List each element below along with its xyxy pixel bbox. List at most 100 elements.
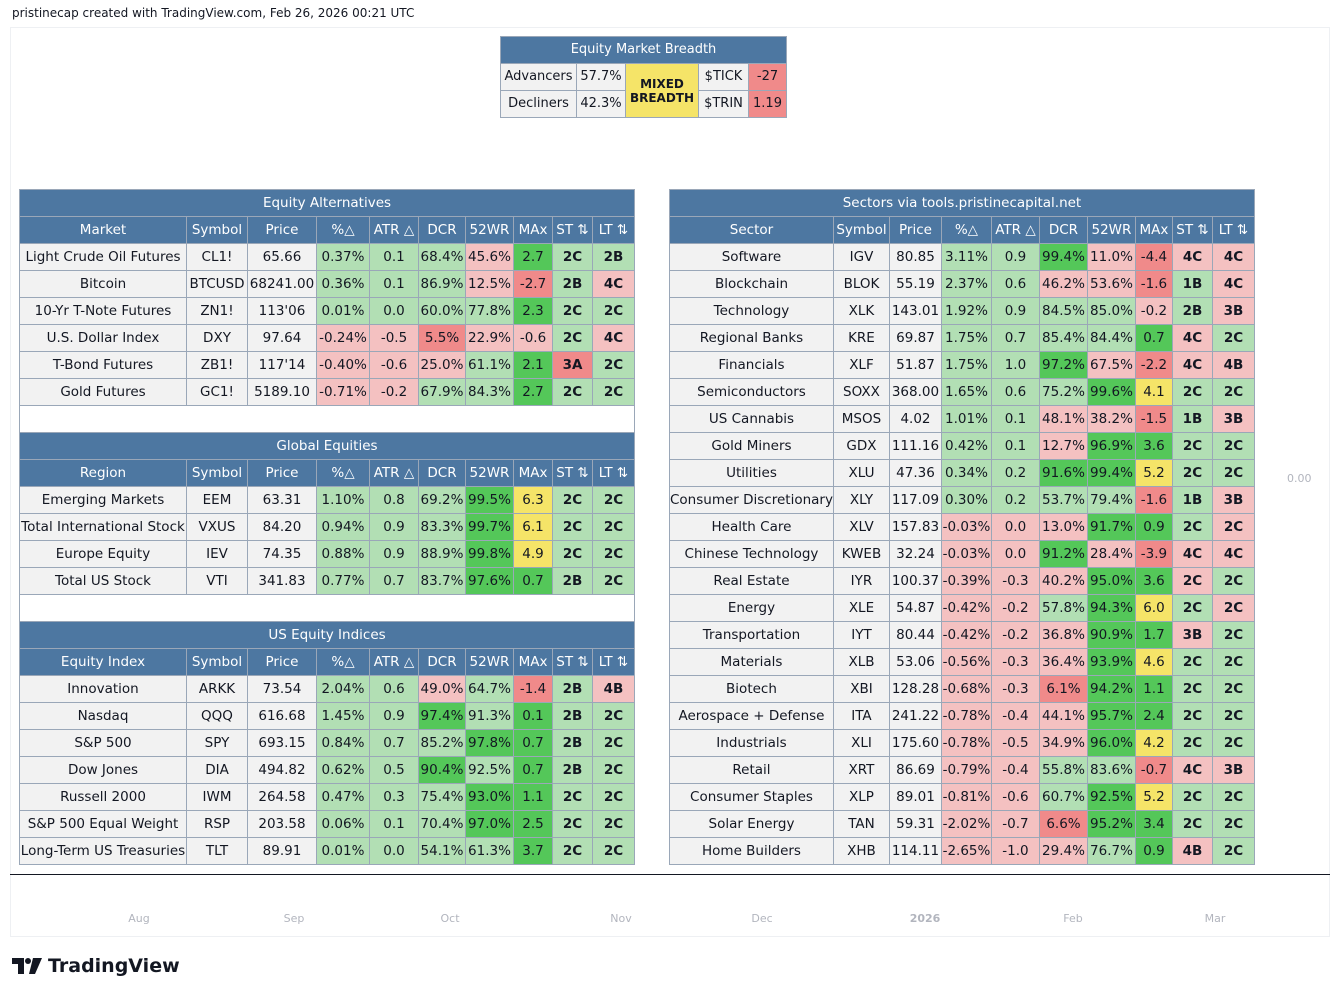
cell-st: 2C bbox=[1171, 567, 1213, 595]
cell-price: 368.00 bbox=[888, 378, 942, 406]
cell-max: 3.6 bbox=[1134, 432, 1173, 460]
column-header-atr[interactable]: ATR △ bbox=[369, 459, 419, 487]
column-header-col3[interactable]: %△ bbox=[316, 216, 370, 244]
column-header-price[interactable]: Price bbox=[247, 459, 317, 487]
column-header-price[interactable]: Price bbox=[247, 216, 317, 244]
column-header-lt[interactable]: LT ⇅ bbox=[592, 216, 635, 244]
time-axis-label: Dec bbox=[751, 912, 773, 925]
column-header-max[interactable]: MAx bbox=[1134, 216, 1173, 244]
cell-atr: -0.2 bbox=[990, 621, 1040, 649]
cell-col3: 1.01% bbox=[940, 405, 992, 433]
cell-st: 4C bbox=[1171, 351, 1213, 379]
column-header-symbol[interactable]: Symbol bbox=[186, 216, 248, 244]
cell-price: 341.83 bbox=[247, 567, 317, 595]
column-header-dcr[interactable]: DCR bbox=[418, 216, 466, 244]
column-header-symbol[interactable]: Symbol bbox=[186, 648, 248, 676]
cell-st: 2C bbox=[552, 243, 593, 271]
cell-max: 0.7 bbox=[1134, 324, 1173, 352]
column-header-dcr[interactable]: DCR bbox=[1038, 216, 1088, 244]
column-header-st[interactable]: ST ⇅ bbox=[552, 216, 593, 244]
cell-lt: 2C bbox=[1211, 459, 1255, 487]
column-header-52wr[interactable]: 52WR bbox=[465, 216, 514, 244]
column-header-atr[interactable]: ATR △ bbox=[369, 216, 419, 244]
column-header-max[interactable]: MAx bbox=[513, 459, 553, 487]
column-header-price[interactable]: Price bbox=[888, 216, 942, 244]
column-header-atr[interactable]: ATR △ bbox=[990, 216, 1040, 244]
cell-st: 1B bbox=[1171, 405, 1213, 433]
chart-pane[interactable] bbox=[10, 27, 1330, 937]
cell-equity-index: Russell 2000 bbox=[19, 783, 187, 811]
cell-atr: 0.2 bbox=[990, 459, 1040, 487]
cell-symbol: SPY bbox=[186, 729, 248, 757]
column-header-symbol[interactable]: Symbol bbox=[186, 459, 248, 487]
cell-price: 69.87 bbox=[888, 324, 942, 352]
column-header-max[interactable]: MAx bbox=[513, 216, 553, 244]
cell-price: 80.44 bbox=[888, 621, 942, 649]
cell-st: 2C bbox=[552, 540, 593, 568]
cell-max: 2.4 bbox=[1134, 702, 1173, 730]
column-header-dcr[interactable]: DCR bbox=[418, 648, 466, 676]
cell-col3: -0.40% bbox=[316, 351, 370, 379]
table-row: Materials XLB 53.06 -0.56% -0.3 36.4% 93.9% 4.6… bbox=[669, 648, 1255, 676]
column-header-market[interactable]: Market bbox=[19, 216, 187, 244]
cell-52wr: 93.9% bbox=[1086, 648, 1136, 676]
cell-lt: 2C bbox=[592, 837, 635, 865]
column-header-dcr[interactable]: DCR bbox=[418, 459, 466, 487]
cell-st: 2C bbox=[1171, 594, 1213, 622]
cell-symbol: IWM bbox=[186, 783, 248, 811]
table-row: Financials XLF 51.87 1.75% 1.0 97.2% 67.5% -2.2… bbox=[669, 351, 1255, 379]
cell-lt: 2C bbox=[592, 810, 635, 838]
cell-symbol: ZB1! bbox=[186, 351, 248, 379]
column-header-max[interactable]: MAx bbox=[513, 648, 553, 676]
table-row: Gold Futures GC1! 5189.10 -0.71% -0.2 67.9% 84… bbox=[19, 378, 635, 406]
cell-col3: -0.42% bbox=[940, 594, 992, 622]
cell-52wr: 67.5% bbox=[1086, 351, 1136, 379]
cell-52wr: 77.8% bbox=[465, 297, 514, 325]
column-header-col3[interactable]: %△ bbox=[940, 216, 992, 244]
column-header-st[interactable]: ST ⇅ bbox=[1171, 216, 1213, 244]
cell-atr: -0.2 bbox=[369, 378, 419, 406]
column-header-52wr[interactable]: 52WR bbox=[465, 648, 514, 676]
cell-region: Europe Equity bbox=[19, 540, 187, 568]
cell-st: 2C bbox=[552, 837, 593, 865]
column-header-lt[interactable]: LT ⇅ bbox=[592, 648, 635, 676]
column-header-52wr[interactable]: 52WR bbox=[1086, 216, 1136, 244]
cell-atr: 0.1 bbox=[990, 405, 1040, 433]
time-axis: Aug Sep Oct Nov Dec 2026 Feb Mar bbox=[0, 912, 1340, 932]
column-header-st[interactable]: ST ⇅ bbox=[552, 648, 593, 676]
column-header-col3[interactable]: %△ bbox=[316, 648, 370, 676]
cell-max: 0.9 bbox=[1134, 837, 1173, 865]
cell-52wr: 28.4% bbox=[1086, 540, 1136, 568]
column-header-symbol[interactable]: Symbol bbox=[832, 216, 890, 244]
cell-52wr: 38.2% bbox=[1086, 405, 1136, 433]
column-header-region[interactable]: Region bbox=[19, 459, 187, 487]
cell-52wr: 84.4% bbox=[1086, 324, 1136, 352]
cell-lt: 2C bbox=[1211, 324, 1255, 352]
cell-52wr: 11.0% bbox=[1086, 243, 1136, 271]
column-header-lt[interactable]: LT ⇅ bbox=[592, 459, 635, 487]
column-header-price[interactable]: Price bbox=[247, 648, 317, 676]
cell-atr: 0.1 bbox=[990, 432, 1040, 460]
column-header-equity-index[interactable]: Equity Index bbox=[19, 648, 187, 676]
column-header-lt[interactable]: LT ⇅ bbox=[1211, 216, 1255, 244]
cell-col3: -0.39% bbox=[940, 567, 992, 595]
cell-52wr: 61.3% bbox=[465, 837, 514, 865]
column-header-atr[interactable]: ATR △ bbox=[369, 648, 419, 676]
cell-market: Light Crude Oil Futures bbox=[19, 243, 187, 271]
cell-dcr: 91.6% bbox=[1038, 459, 1088, 487]
table-row: Total International Stock VXUS 84.20 0.94% 0… bbox=[19, 513, 635, 541]
column-header-sector[interactable]: Sector bbox=[669, 216, 834, 244]
column-header-st[interactable]: ST ⇅ bbox=[552, 459, 593, 487]
column-header-col3[interactable]: %△ bbox=[316, 459, 370, 487]
cell-atr: 0.6 bbox=[990, 270, 1040, 298]
cell-col3: 0.77% bbox=[316, 567, 370, 595]
column-header-52wr[interactable]: 52WR bbox=[465, 459, 514, 487]
tradingview-logo[interactable]: TradingView bbox=[12, 955, 180, 977]
cell-atr: 1.0 bbox=[990, 351, 1040, 379]
cell-price: 5189.10 bbox=[247, 378, 317, 406]
cell-col3: -2.02% bbox=[940, 810, 992, 838]
cell-symbol: XBI bbox=[832, 675, 890, 703]
cell-atr: 0.0 bbox=[990, 540, 1040, 568]
cell-lt: 2C bbox=[592, 351, 635, 379]
cell-dcr: 6.6% bbox=[1038, 810, 1088, 838]
